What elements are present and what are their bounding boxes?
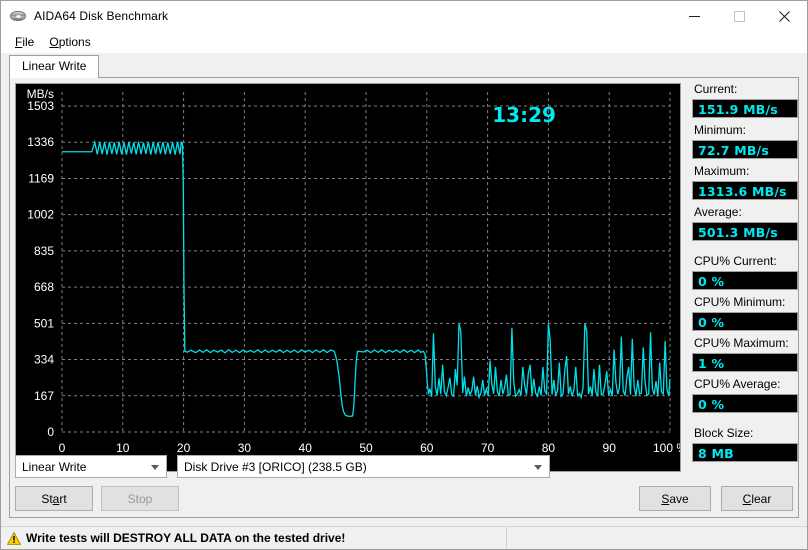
status-bar: Write tests will DESTROY ALL DATA on the…: [1, 526, 807, 549]
control-bar: Linear Write Disk Drive #3 [ORICO] (238.…: [15, 455, 793, 511]
svg-text:100 %: 100 %: [653, 441, 680, 455]
svg-text:1336: 1336: [27, 135, 54, 149]
start-label-post: rt: [59, 491, 67, 506]
stat-label-block-size: Block Size:: [694, 426, 754, 440]
stat-label-cpu-minimum: CPU% Minimum:: [694, 295, 786, 309]
stop-label-pre: St: [127, 491, 139, 506]
window-title: AIDA64 Disk Benchmark: [34, 9, 169, 23]
svg-text:60: 60: [420, 441, 434, 455]
drive-value: Disk Drive #3 [ORICO] (238.5 GB): [184, 459, 367, 474]
tab-strip: Linear Write: [9, 55, 100, 78]
svg-text:40: 40: [299, 441, 313, 455]
disk-icon: [10, 8, 26, 24]
svg-text:1002: 1002: [27, 208, 54, 222]
svg-text:MB/s: MB/s: [27, 87, 54, 101]
chevron-down-icon: [534, 464, 542, 470]
svg-text:13:29: 13:29: [492, 103, 556, 127]
stat-value-block-size: 8 MB: [692, 443, 798, 462]
stat-label-average: Average:: [694, 205, 742, 219]
window-controls: [672, 1, 807, 31]
svg-text:10: 10: [116, 441, 130, 455]
stat-label-maximum: Maximum:: [694, 164, 750, 178]
stat-label-cpu-average: CPU% Average:: [694, 377, 781, 391]
svg-text:835: 835: [34, 244, 54, 258]
stat-label-cpu-maximum: CPU% Maximum:: [694, 336, 789, 350]
title-bar: AIDA64 Disk Benchmark: [1, 1, 807, 31]
svg-text:334: 334: [34, 353, 54, 367]
main-content: Linear Write 0 167 334 501 668 835 1002 1169 133…: [1, 53, 807, 526]
stat-value-current: 151.9 MB/s: [692, 99, 798, 118]
test-type-select[interactable]: Linear Write: [15, 455, 167, 478]
stat-value-average: 501.3 MB/s: [692, 222, 798, 241]
stop-label-accel: o: [138, 491, 146, 506]
stats-panel: Current: 151.9 MB/s Minimum: 72.7 MB/s M…: [692, 82, 798, 467]
warning-icon: [7, 531, 21, 545]
svg-text:20: 20: [177, 441, 191, 455]
svg-text:0: 0: [47, 425, 54, 439]
svg-text:1503: 1503: [27, 99, 54, 113]
svg-text:0: 0: [59, 441, 66, 455]
menu-file-rest: ile: [22, 35, 35, 49]
stat-label-cpu-current: CPU% Current:: [694, 254, 777, 268]
stop-label-post: p: [145, 491, 153, 506]
start-label-pre: St: [41, 491, 53, 506]
status-pane-secondary: [507, 527, 807, 549]
start-button[interactable]: St a rt: [15, 486, 93, 511]
stat-value-cpu-current: 0 %: [692, 271, 798, 290]
maximize-icon[interactable]: [717, 1, 762, 31]
minimize-icon[interactable]: [672, 1, 717, 31]
stat-value-cpu-average: 0 %: [692, 394, 798, 413]
svg-text:167: 167: [34, 389, 54, 403]
start-label-accel: a: [52, 491, 60, 506]
svg-text:1169: 1169: [28, 171, 54, 185]
clear-label-accel: C: [742, 491, 752, 506]
svg-text:90: 90: [603, 441, 617, 455]
test-type-value: Linear Write: [22, 459, 87, 474]
tab-linear-write[interactable]: Linear Write: [9, 55, 100, 78]
menu-options[interactable]: Options: [43, 33, 99, 51]
stop-button[interactable]: St o p: [101, 486, 179, 511]
menu-file[interactable]: File: [9, 33, 43, 51]
status-pane-warning: Write tests will DESTROY ALL DATA on the…: [1, 527, 507, 549]
menu-bar: File Options: [1, 31, 807, 53]
svg-text:501: 501: [34, 316, 54, 330]
selector-row: Linear Write Disk Drive #3 [ORICO] (238.…: [15, 455, 793, 478]
svg-text:50: 50: [359, 441, 373, 455]
svg-text:30: 30: [238, 441, 252, 455]
menu-options-rest: ptions: [58, 35, 91, 49]
stat-value-minimum: 72.7 MB/s: [692, 140, 798, 159]
benchmark-chart: 0 167 334 501 668 835 1002 1169 1336 1503 MB/s 0 10 2…: [15, 83, 681, 472]
drive-select[interactable]: Disk Drive #3 [ORICO] (238.5 GB): [177, 455, 550, 478]
svg-text:80: 80: [542, 441, 556, 455]
stat-value-cpu-maximum: 1 %: [692, 353, 798, 372]
save-label-post: ave: [669, 491, 689, 506]
tab-linear-write-label: Linear Write: [22, 59, 87, 73]
svg-text:668: 668: [34, 280, 54, 294]
stat-label-current: Current:: [694, 82, 738, 96]
stat-label-minimum: Minimum:: [694, 123, 747, 137]
svg-text:70: 70: [481, 441, 495, 455]
clear-label-post: lear: [751, 491, 772, 506]
menu-options-accel: O: [49, 35, 59, 49]
status-warning-text: Write tests will DESTROY ALL DATA on the…: [26, 531, 346, 545]
chevron-down-icon: [151, 464, 159, 470]
save-label-accel: S: [661, 491, 670, 506]
close-icon[interactable]: [762, 1, 807, 31]
tab-page: 0 167 334 501 668 835 1002 1169 1336 1503 MB/s 0 10 2…: [9, 77, 799, 518]
stat-value-cpu-minimum: 0 %: [692, 312, 798, 331]
stat-value-maximum: 1313.6 MB/s: [692, 181, 798, 200]
menu-file-accel: F: [15, 35, 23, 49]
